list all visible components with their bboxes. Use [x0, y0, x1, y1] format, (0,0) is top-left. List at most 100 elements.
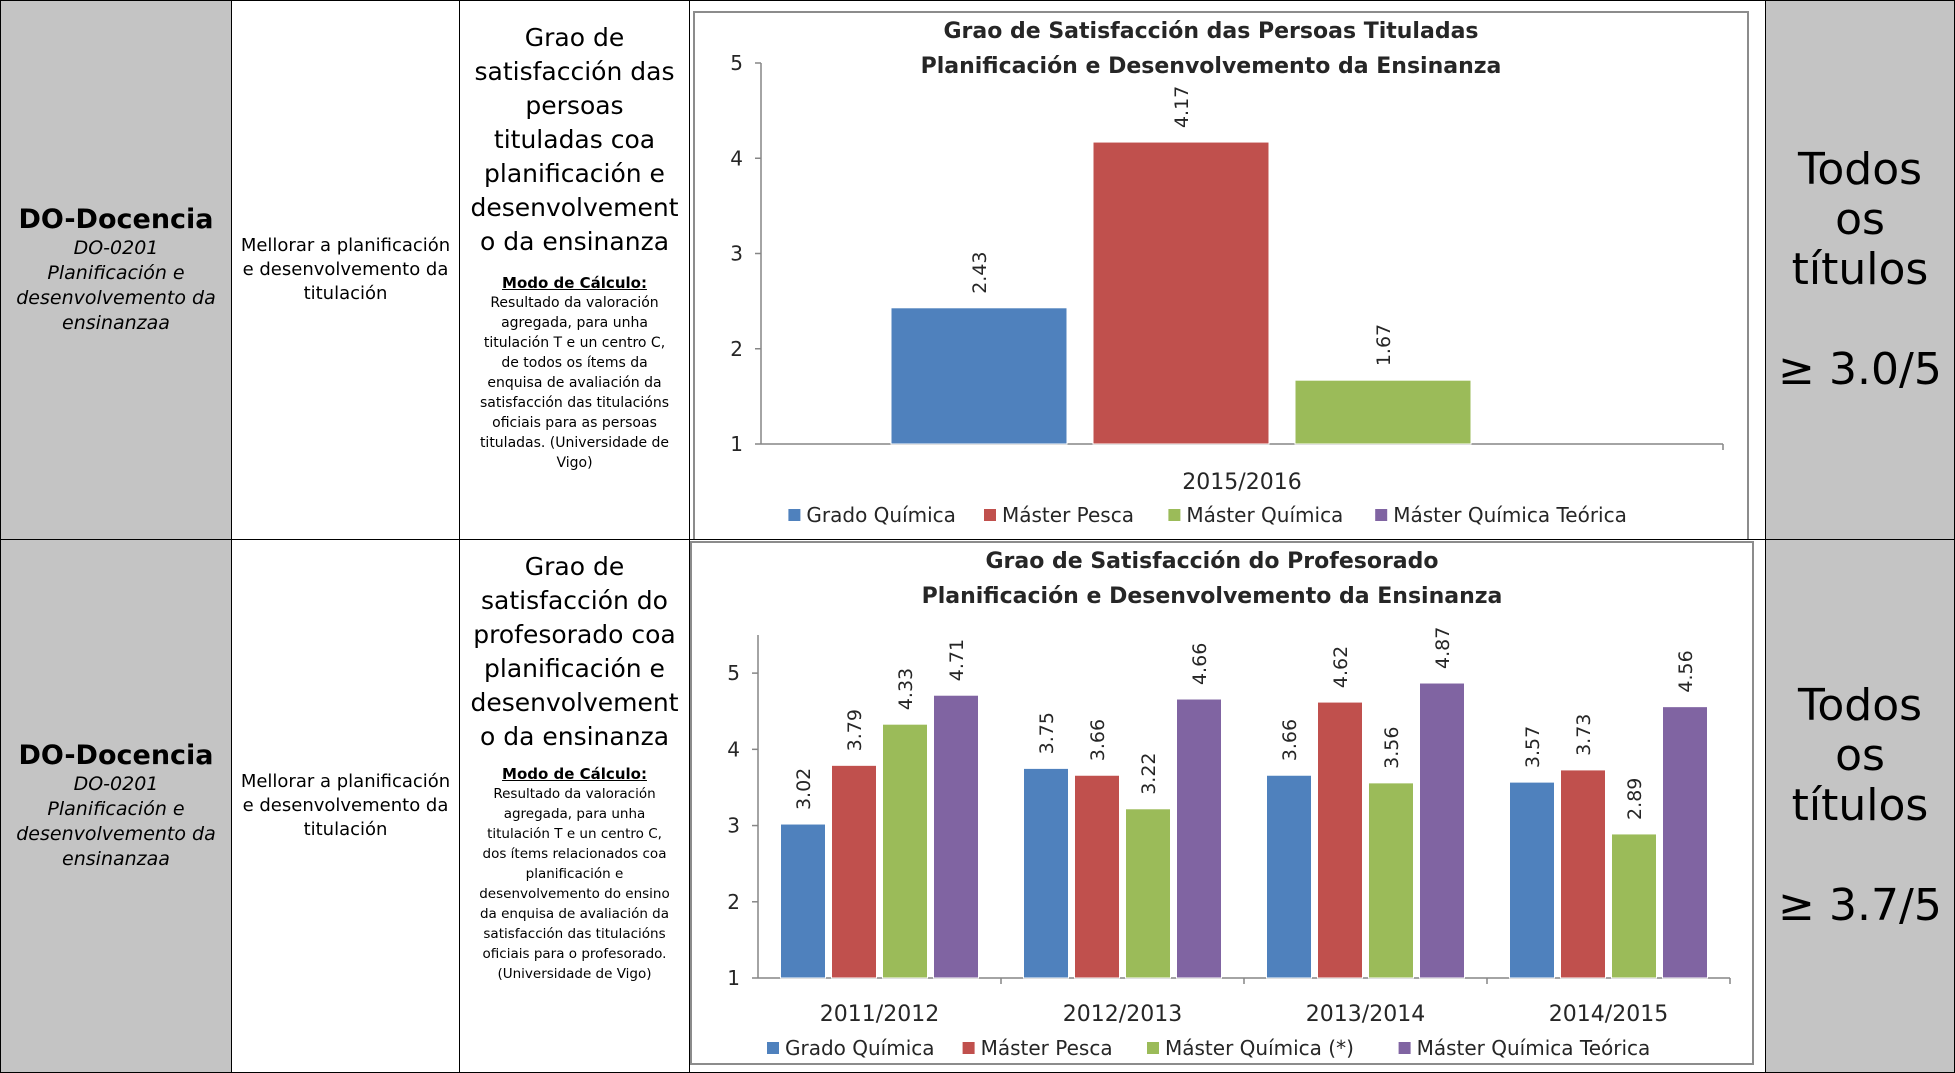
objective-text: Mellorar a planificación e desenvolvemen…	[240, 235, 451, 304]
calc-mode-label: Modo de Cálculo:	[502, 765, 647, 783]
bar	[1294, 379, 1472, 445]
bar	[1074, 774, 1120, 979]
dimension-cell: DO-Docencia DO-0201 Planificación e dese…	[0, 539, 232, 1073]
objective-cell: Mellorar a planificación e desenvolvemen…	[231, 539, 460, 1073]
data-label: 3.02	[793, 768, 815, 810]
y-tick-label: 1	[727, 966, 740, 990]
bar	[1368, 782, 1414, 979]
x-tick-label: 2013/2014	[1306, 1002, 1425, 1027]
data-label: 4.66	[1189, 643, 1211, 685]
data-label: 3.73	[1573, 714, 1595, 756]
bar	[1662, 706, 1708, 979]
y-tick-label: 5	[730, 51, 743, 75]
target-cell: Todos os títulos ≥ 3.0/5	[1765, 0, 1955, 540]
legend-label: Máster Química (*)	[1165, 1036, 1354, 1060]
dimension-subtitle: Planificación e desenvolvemento da ensin…	[16, 262, 216, 334]
legend-label: Grado Química	[806, 503, 956, 527]
target-scope: Todos os títulos	[1791, 680, 1929, 831]
target-scope: Todos os títulos	[1791, 144, 1929, 295]
data-label: 4.62	[1330, 646, 1352, 688]
objective-cell: Mellorar a planificación e desenvolvemen…	[231, 0, 460, 540]
legend-label: Máster Química	[1186, 503, 1343, 527]
bar	[780, 823, 826, 979]
data-label: 3.22	[1138, 752, 1160, 794]
chart-graduates: Grao de Satisfacción das Persoas Titulad…	[693, 11, 1749, 541]
dimension-cell: DO-Docencia DO-0201 Planificación e dese…	[0, 0, 232, 540]
legend-label: Máster Química Teórica	[1393, 503, 1627, 527]
bar	[1611, 833, 1657, 979]
y-tick-label: 5	[727, 661, 740, 685]
bar	[1092, 141, 1270, 445]
legend-swatch	[1168, 509, 1181, 521]
calc-mode-text: Resultado da valoración agregada, para u…	[479, 786, 670, 982]
legend-swatch	[767, 1042, 779, 1054]
data-label: 3.79	[844, 709, 866, 751]
bar	[1023, 767, 1069, 979]
data-label: 2.43	[969, 251, 991, 293]
chart-subtitle: Planificación e Desenvolvemento da Ensin…	[921, 54, 1502, 79]
indicator-name: Grao de satisfacción das persoas titulad…	[470, 23, 679, 256]
legend-label: Máster Pesca	[981, 1036, 1113, 1060]
data-label: 4.71	[946, 639, 968, 681]
target-goal: ≥ 3.7/5	[1778, 880, 1942, 931]
dimension-code: DO-0201	[73, 773, 159, 795]
calc-mode-text: Resultado da valoración agregada, para u…	[479, 295, 670, 471]
legend-swatch	[1147, 1042, 1159, 1054]
x-tick-label: 2011/2012	[820, 1002, 939, 1027]
dimension-code: DO-0201	[73, 237, 159, 259]
bar	[890, 307, 1068, 445]
target-cell: Todos os títulos ≥ 3.7/5	[1765, 539, 1955, 1073]
data-label: 4.56	[1675, 650, 1697, 692]
y-tick-label: 4	[727, 737, 740, 761]
indicator-cell: Grao de satisfacción das persoas titulad…	[459, 0, 690, 540]
chart-faculty: Grao de Satisfacción do Profesorado Plani…	[690, 541, 1754, 1065]
bar	[831, 764, 877, 979]
chart-subtitle: Planificación e Desenvolvemento da Ensin…	[922, 584, 1503, 609]
y-tick-label: 4	[730, 146, 743, 170]
dimension-title: DO-Docencia	[18, 204, 214, 235]
y-tick-label: 2	[727, 890, 740, 914]
bar	[1317, 701, 1363, 979]
bar	[1419, 682, 1465, 979]
data-label: 3.56	[1381, 727, 1403, 769]
data-label: 4.87	[1432, 627, 1454, 669]
data-label: 3.75	[1036, 712, 1058, 754]
x-tick-label: 2015/2016	[1182, 470, 1301, 495]
indicator-cell: Grao de satisfacción do profesorado coa …	[459, 539, 690, 1073]
data-label: 3.57	[1522, 726, 1544, 768]
legend-label: Grado Química	[785, 1036, 935, 1060]
bar	[1560, 769, 1606, 979]
dimension-subtitle: Planificación e desenvolvemento da ensin…	[16, 798, 216, 870]
y-tick-label: 3	[730, 242, 743, 266]
legend-swatch	[1375, 509, 1388, 521]
legend-swatch	[1398, 1042, 1411, 1054]
calc-mode-label: Modo de Cálculo:	[502, 274, 647, 292]
legend-swatch	[984, 509, 996, 521]
legend-label: Máster Pesca	[1002, 503, 1134, 527]
bar	[1176, 698, 1222, 979]
chart-cell: Grao de Satisfacción do Profesorado Plani…	[689, 539, 1766, 1073]
data-label: 2.89	[1624, 778, 1646, 820]
bar	[1266, 774, 1312, 979]
y-tick-label: 3	[727, 814, 740, 838]
data-label: 4.33	[895, 668, 917, 710]
data-label: 3.66	[1279, 719, 1301, 761]
bar	[933, 694, 979, 979]
x-tick-label: 2014/2015	[1549, 1002, 1668, 1027]
target-goal: ≥ 3.0/5	[1778, 344, 1942, 395]
data-label: 4.17	[1171, 86, 1193, 128]
chart-title: Grao de Satisfacción das Persoas Titulad…	[943, 19, 1478, 44]
bar	[1125, 808, 1171, 979]
data-label: 1.67	[1373, 324, 1395, 366]
legend-swatch	[962, 1042, 975, 1054]
chart-title: Grao de Satisfacción do Profesorado	[985, 549, 1438, 574]
chart-cell: Grao de Satisfacción das Persoas Titulad…	[689, 0, 1766, 541]
dimension-title: DO-Docencia	[18, 740, 214, 771]
y-tick-label: 2	[730, 337, 743, 361]
y-tick-label: 1	[730, 432, 743, 456]
legend-label: Máster Química Teórica	[1417, 1036, 1651, 1060]
x-tick-label: 2012/2013	[1063, 1002, 1182, 1027]
indicator-name: Grao de satisfacción do profesorado coa …	[470, 552, 679, 751]
data-label: 3.66	[1087, 719, 1109, 761]
